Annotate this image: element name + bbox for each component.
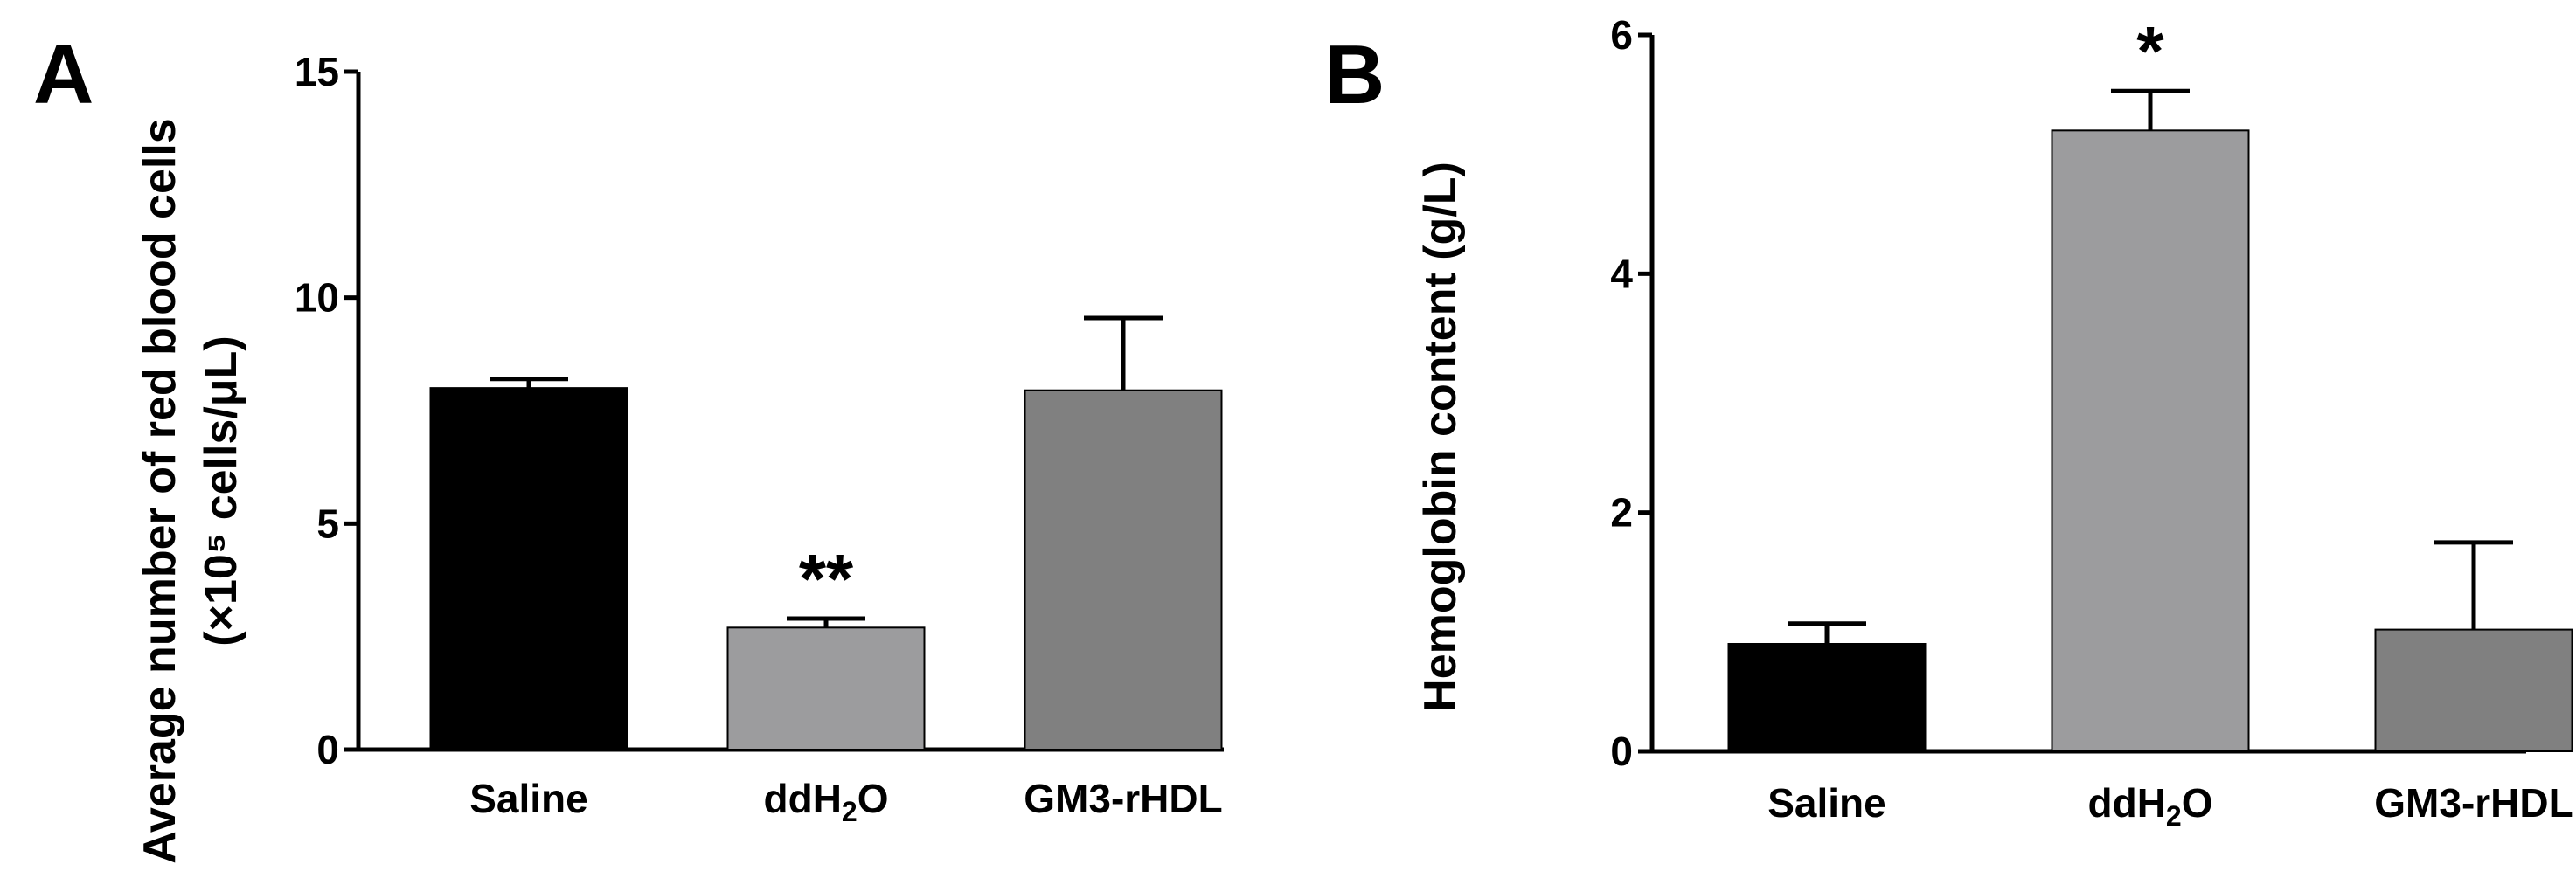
panel-a-ylabel-line1: Average number of red blood cells [135,118,185,863]
x-category-label: ddH2O [2088,780,2213,832]
bar-saline [429,387,628,750]
x-category-label: Saline [1767,780,1886,826]
panel-a-ylabel-line2: (×10⁵ cells/μL) [196,335,246,646]
panel-b-ylabel: Hemoglobin content (g/L) [1415,162,1466,712]
panel-a-plot: 0 5 10 15 Saline ddH2O ** GM3-rHDL [295,49,1224,827]
significance-marker: * [2136,12,2164,90]
significance-marker: ** [799,540,854,618]
y-tick-label: 0 [1610,729,1633,774]
bar-gm3-rhdl [1024,389,1223,750]
panel-b-plot: 0 2 4 6 Saline ddH2O * GM3-rHDL [1610,12,2573,832]
panel-letter-b: B [1324,28,1385,121]
panel-a: A Average number of red blood cells (×10… [33,28,1224,864]
panel-a-ylabel: Average number of red blood cells (×10⁵ … [135,118,246,863]
bar-saline [1727,643,1927,752]
y-tick-label: 5 [316,501,339,546]
y-tick-label: 6 [1610,12,1633,58]
y-tick-label: 15 [295,49,339,94]
x-category-label: ddH2O [764,776,889,827]
y-tick-label: 0 [316,727,339,772]
x-category-label: Saline [469,776,588,821]
x-category-label: GM3-rHDL [2374,780,2573,826]
y-tick-label: 4 [1610,251,1633,296]
bar-ddh2o [2051,129,2250,753]
panel-letter-a: A [33,28,94,121]
bar-gm3-rhdl [2374,628,2573,752]
panel-b: B Hemoglobin content (g/L) 0 2 4 6 Saline ddH… [1324,12,2573,832]
bar-ddh2o [726,626,926,750]
x-category-label: GM3-rHDL [1024,776,1222,821]
y-tick-label: 10 [295,275,339,321]
y-tick-label: 2 [1610,490,1633,536]
